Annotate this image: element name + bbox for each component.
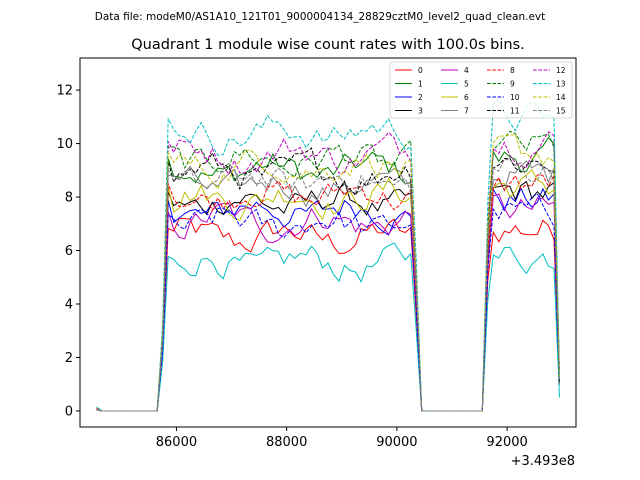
legend-label: 7 — [464, 106, 469, 115]
figure-suptitle: Data file: modeM0/AS1A10_121T01_90000041… — [95, 11, 546, 23]
legend-label: 1 — [418, 79, 423, 88]
y-axis: 0 2 4 6 8 10 12 — [56, 84, 80, 419]
legend-label: 4 — [464, 66, 469, 75]
plot-lines — [96, 98, 560, 412]
legend-label: 13 — [556, 79, 566, 88]
legend-label: 8 — [510, 66, 515, 75]
y-tick-label: 4 — [65, 298, 73, 313]
x-tick-label: 92000 — [486, 435, 527, 450]
legend-label: 5 — [464, 79, 469, 88]
legend-label: 2 — [418, 93, 423, 102]
y-tick-label: 10 — [56, 137, 73, 152]
y-tick-label: 0 — [65, 404, 73, 419]
legend-box — [389, 61, 573, 119]
legend-label: 11 — [510, 106, 520, 115]
legend-label: 14 — [556, 93, 566, 102]
legend-label: 10 — [510, 93, 520, 102]
legend-label: 12 — [556, 66, 566, 75]
series-line-15 — [96, 158, 560, 412]
legend-label: 9 — [510, 79, 515, 88]
legend-label: 0 — [418, 66, 423, 75]
legend-label: 3 — [418, 106, 423, 115]
x-tick-label: 90000 — [376, 435, 417, 450]
y-tick-label: 12 — [56, 84, 73, 99]
x-tick-label: 86000 — [156, 435, 197, 450]
y-tick-label: 2 — [65, 351, 73, 366]
chart-title: Quadrant 1 module wise count rates with … — [131, 37, 525, 53]
legend-label: 6 — [464, 93, 469, 102]
x-axis: 86000 88000 90000 92000 — [156, 427, 528, 450]
x-offset-label: +3.493e8 — [511, 454, 575, 469]
legend-label: 15 — [556, 106, 566, 115]
x-tick-label: 88000 — [266, 435, 307, 450]
y-tick-label: 6 — [65, 244, 73, 259]
axes-frame — [79, 57, 577, 428]
y-tick-label: 8 — [65, 191, 73, 206]
